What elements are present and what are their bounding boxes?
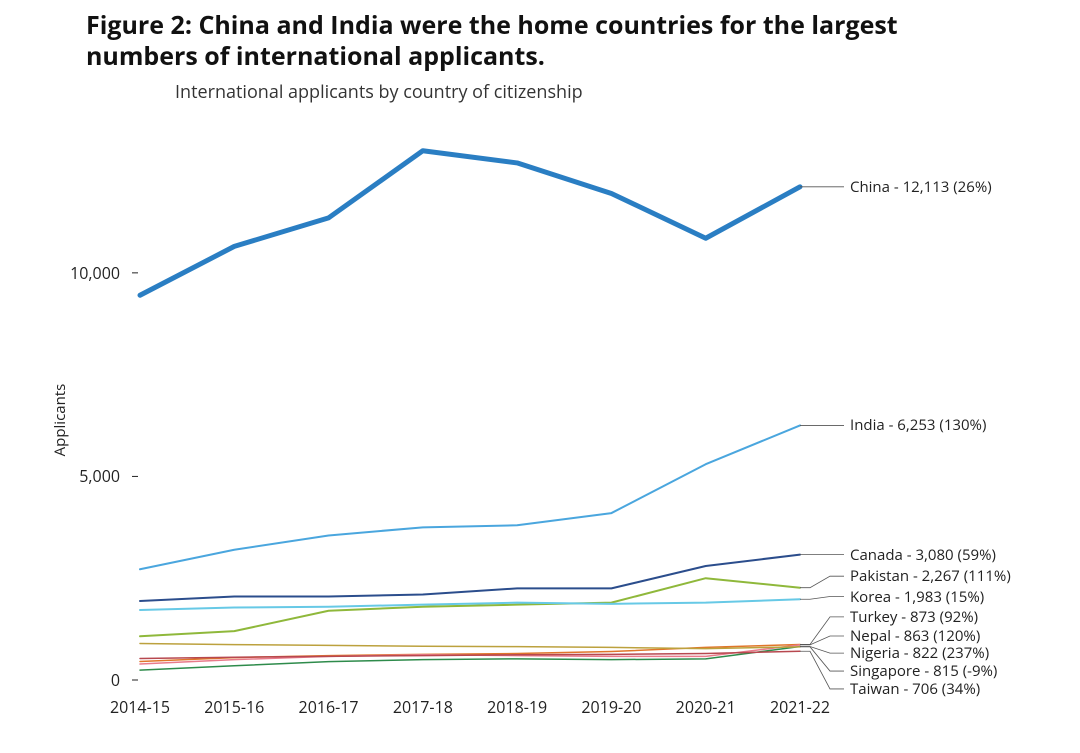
series-label-korea: Korea - 1,983 (15%) [850,587,984,607]
series-china [140,151,800,296]
figure-container: Figure 2: China and India were the home … [0,0,1080,753]
x-tick-label: 2017-18 [393,696,453,718]
x-tick-label: 2014-15 [110,696,170,718]
series-taiwan [140,651,800,658]
label-connector-turkey [800,617,844,645]
series-nigeria [140,647,800,671]
label-connector-nigeria [800,647,844,654]
series-korea [140,599,800,610]
label-connector-nepal [800,636,844,645]
series-india [140,425,800,569]
series-singapore [140,644,800,649]
y-tick-label: 0 [111,669,120,691]
x-tick-label: 2015-16 [204,696,264,718]
label-connector-korea [800,597,844,600]
y-tick-label: 5,000 [79,465,120,487]
x-tick-label: 2021-22 [770,696,830,718]
series-label-china: China - 12,113 (26%) [850,177,992,197]
series-label-turkey: Turkey - 873 (92%) [850,607,978,627]
x-tick-label: 2019-20 [581,696,641,718]
y-tick-label: 10,000 [70,262,120,284]
x-tick-label: 2020-21 [676,696,736,718]
x-tick-label: 2016-17 [299,696,359,718]
label-connector-pakistan [800,576,844,588]
series-label-india: India - 6,253 (130%) [850,415,986,435]
series-canada [140,555,800,601]
label-connector-taiwan [800,651,844,689]
x-tick-label: 2018-19 [487,696,547,718]
series-label-canada: Canada - 3,080 (59%) [850,545,996,565]
series-label-taiwan: Taiwan - 706 (34%) [850,679,980,699]
series-label-pakistan: Pakistan - 2,267 (111%) [850,566,1011,586]
